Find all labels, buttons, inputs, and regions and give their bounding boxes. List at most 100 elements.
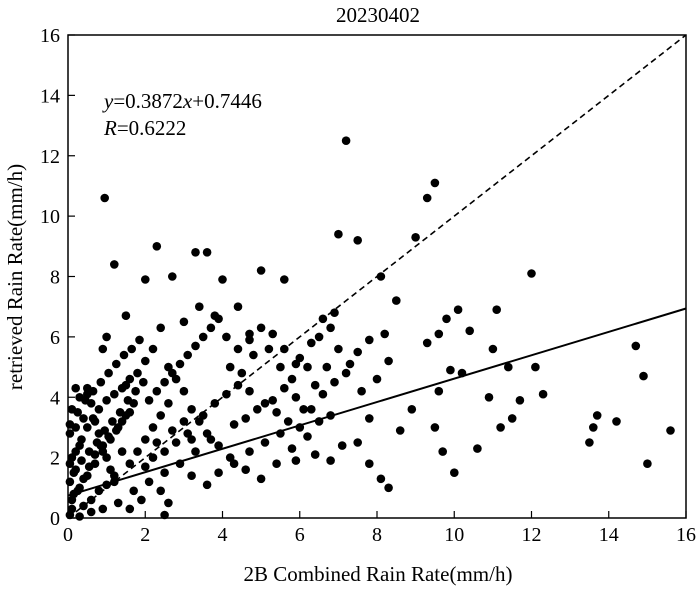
data-point	[156, 486, 165, 496]
data-point	[527, 269, 536, 278]
data-point	[110, 389, 119, 399]
data-point	[119, 350, 129, 360]
data-point	[175, 359, 185, 369]
data-point	[67, 495, 77, 505]
data-point	[442, 314, 451, 324]
data-point	[237, 368, 247, 378]
data-point	[112, 359, 121, 369]
data-point	[81, 396, 90, 405]
data-point	[65, 459, 75, 469]
data-point	[141, 435, 150, 444]
data-point	[260, 399, 270, 408]
data-point	[191, 248, 200, 257]
data-point	[152, 438, 162, 447]
equation-intercept: +0.7446	[192, 89, 262, 113]
data-point	[206, 323, 216, 333]
data-point	[612, 417, 621, 426]
data-point	[69, 468, 79, 478]
data-point	[430, 178, 440, 188]
data-point	[639, 371, 648, 381]
data-point	[365, 335, 374, 345]
data-point	[125, 504, 135, 514]
data-point	[187, 471, 196, 481]
data-point	[117, 417, 127, 426]
data-point	[148, 453, 158, 462]
data-point	[245, 447, 254, 456]
data-point	[341, 368, 351, 378]
data-point	[214, 441, 223, 450]
data-point	[117, 447, 127, 456]
x-tick-label: 6	[295, 524, 305, 546]
data-point	[71, 383, 80, 393]
data-point	[191, 447, 200, 456]
data-point	[310, 450, 320, 459]
data-point	[260, 438, 270, 447]
data-point	[422, 338, 432, 348]
data-point	[148, 423, 158, 432]
data-point	[291, 393, 301, 402]
data-point	[310, 380, 320, 390]
data-point	[171, 438, 181, 447]
data-point	[104, 432, 113, 441]
x-tick-label: 10	[444, 524, 464, 546]
data-point	[233, 344, 243, 354]
data-point	[492, 305, 502, 315]
data-point	[411, 233, 420, 242]
data-point	[345, 359, 355, 369]
y-tick-label: 4	[50, 387, 60, 409]
data-point	[160, 447, 169, 456]
x-tick-label: 16	[676, 524, 696, 546]
data-point	[268, 329, 278, 339]
data-point	[129, 486, 138, 496]
data-point	[268, 396, 278, 405]
y-axis-label: retrieved Rain Rate(mm/h)	[3, 164, 27, 390]
data-point	[353, 347, 363, 357]
data-point	[407, 405, 417, 414]
data-point	[422, 193, 432, 203]
data-point	[322, 362, 332, 372]
data-point	[123, 396, 133, 405]
data-point	[179, 317, 189, 327]
data-point	[307, 405, 316, 414]
y-tick-label: 14	[40, 85, 60, 107]
data-point	[86, 507, 96, 517]
data-point	[365, 459, 374, 469]
data-point	[225, 453, 235, 462]
data-point	[299, 405, 308, 414]
data-point	[144, 396, 154, 405]
x-axis-label: 2B Combined Rain Rate(mm/h)	[244, 562, 513, 586]
data-point	[191, 341, 200, 351]
equation-coefficient: =0.3872	[113, 89, 183, 113]
data-point	[160, 510, 169, 520]
data-point	[152, 386, 162, 396]
data-point	[434, 329, 444, 339]
data-point	[272, 408, 281, 417]
data-point	[380, 329, 390, 339]
data-point	[139, 377, 148, 387]
data-point	[90, 450, 100, 459]
data-point	[643, 459, 652, 469]
data-point	[112, 426, 121, 435]
data-point	[280, 383, 289, 393]
data-point	[589, 423, 598, 432]
data-point	[450, 468, 459, 478]
data-point	[229, 420, 239, 429]
data-point	[341, 136, 351, 145]
y-tick-label: 6	[50, 327, 60, 349]
data-point	[365, 414, 374, 423]
data-point	[280, 275, 289, 284]
data-point	[127, 344, 136, 354]
data-point	[104, 368, 113, 378]
data-point	[133, 447, 142, 456]
chart-title: 20230402	[336, 3, 420, 27]
data-point	[303, 362, 312, 372]
data-point	[515, 396, 525, 405]
data-point	[84, 462, 94, 472]
data-point	[291, 359, 301, 369]
data-point	[98, 504, 108, 514]
data-point	[141, 275, 150, 284]
data-point	[245, 335, 254, 345]
data-point	[334, 229, 343, 239]
data-point	[225, 362, 235, 372]
data-point	[434, 386, 444, 396]
